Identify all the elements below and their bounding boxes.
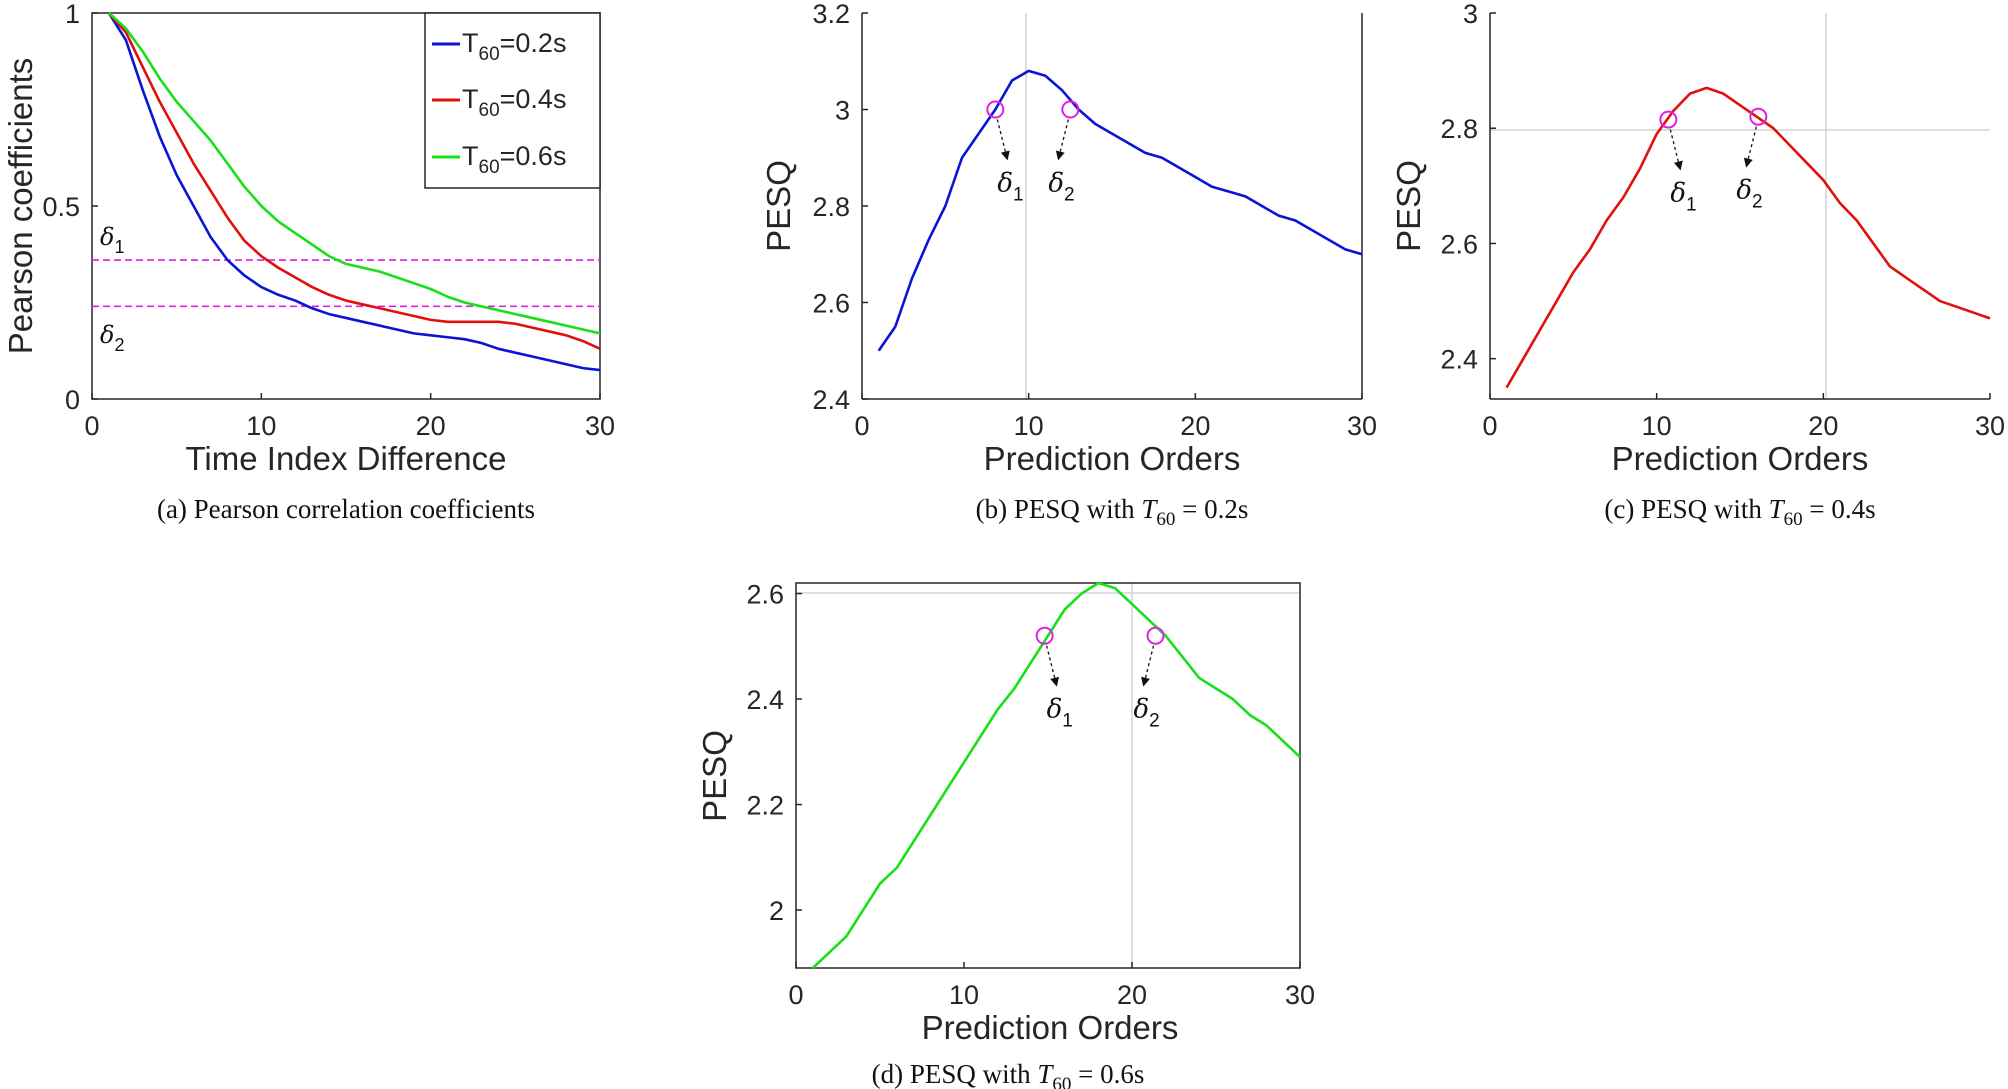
x-tick-label: 30 — [1975, 411, 2005, 441]
panel-a-y-ticks: 00.51 — [42, 0, 98, 415]
y-tick-label: 2.2 — [746, 791, 784, 821]
x-tick-label: 10 — [1642, 411, 1672, 441]
y-tick-label: 2.8 — [1440, 114, 1478, 144]
series-line-0 — [811, 581, 1301, 969]
y-tick-label: 0 — [65, 385, 80, 415]
marker-arrow-delta2 — [1055, 119, 1069, 161]
x-tick-label: 10 — [949, 980, 979, 1010]
legend: T60=0.2s T60=0.4s T60=0.6s — [424, 12, 601, 189]
series-line-1 — [107, 12, 601, 351]
legend-label-0: T60=0.2s — [462, 28, 566, 65]
marker-circle-delta2 — [1146, 626, 1165, 645]
delta1-label: δ1 — [100, 223, 124, 257]
panel-d: δ1 δ2 0 10 20 30 2 2.2 2.4 2.6 Prediction Order… — [696, 580, 1315, 1089]
panel-c: δ1 δ2 0 10 20 30 2.4 2.6 2.8 3 Prediction Order… — [1390, 0, 2005, 530]
marker-label-delta1: δ1 — [1670, 179, 1696, 216]
panel-d-ylabel: PESQ — [696, 730, 733, 822]
panel-c-x-ticks: 0 10 20 30 — [1482, 393, 2005, 441]
panel-a-series-lines — [107, 12, 601, 372]
panel-d-markers: δ1 δ2 — [1035, 626, 1165, 732]
marker-label-delta2: δ2 — [1134, 695, 1160, 732]
y-tick-label: 2.4 — [1440, 345, 1478, 375]
series-line-2 — [108, 12, 601, 335]
y-tick-label: 2.6 — [812, 289, 850, 319]
panel-a: 0 10 20 30 00.51 T60=0.2s T60=0.4s T60=0.6s… — [2, 0, 615, 524]
panel-b-xlabel: Prediction Orders — [984, 440, 1241, 477]
panel-b-caption: (b) PESQ with T60 = 0.2s — [976, 494, 1249, 530]
panel-b-x-ticks: 0 10 20 30 — [854, 393, 1377, 441]
panel-c-series-lines — [1505, 86, 1991, 389]
marker-arrow-delta1 — [1669, 129, 1683, 171]
panel-b-ylabel: PESQ — [760, 160, 797, 252]
y-tick-label: 2.6 — [1440, 229, 1478, 259]
legend-label-1: T60=0.4s — [462, 84, 566, 121]
y-tick-label: 2.4 — [746, 685, 784, 715]
y-tick-label: 1 — [65, 0, 80, 29]
x-tick-label: 0 — [788, 980, 803, 1010]
marker-arrow-delta1 — [996, 119, 1010, 161]
x-tick-label: 30 — [1285, 980, 1315, 1010]
marker-label-delta1: δ1 — [997, 169, 1023, 206]
panel-c-markers: δ1 δ2 — [1659, 107, 1768, 216]
panel-c-ylabel: PESQ — [1390, 160, 1427, 252]
panel-b-y-ticks: 2.4 2.6 2.8 3 3.2 — [812, 0, 868, 415]
y-tick-label: 3.2 — [812, 0, 850, 29]
marker-label-delta1: δ1 — [1047, 695, 1073, 732]
y-tick-label: 2.8 — [812, 192, 850, 222]
panel-d-caption: (d) PESQ with T60 = 0.6s — [872, 1059, 1145, 1089]
x-tick-label: 0 — [1482, 411, 1497, 441]
series-line-0 — [1505, 86, 1991, 389]
marker-label-delta2: δ2 — [1048, 169, 1074, 206]
delta2-label: δ2 — [100, 321, 124, 355]
y-tick-label: 3 — [1463, 0, 1478, 29]
y-tick-label: 3 — [835, 96, 850, 126]
y-tick-label: 2 — [769, 896, 784, 926]
series-line-0 — [107, 12, 601, 372]
x-tick-label: 30 — [1347, 411, 1377, 441]
panel-a-caption: (a) Pearson correlation coefficients — [157, 494, 535, 524]
marker-circle-delta1 — [986, 100, 1005, 119]
marker-arrow-delta2 — [1141, 645, 1155, 687]
x-tick-label: 20 — [1808, 411, 1838, 441]
x-tick-label: 20 — [1180, 411, 1210, 441]
marker-arrow-delta1 — [1046, 645, 1060, 687]
x-tick-label: 10 — [246, 411, 276, 441]
panel-a-xlabel: Time Index Difference — [186, 440, 507, 477]
x-tick-label: 20 — [1117, 980, 1147, 1010]
panel-a-x-ticks: 0 10 20 30 — [84, 393, 615, 441]
panel-c-caption: (c) PESQ with T60 = 0.4s — [1604, 494, 1875, 530]
panel-b-series-lines — [877, 69, 1363, 352]
x-tick-label: 10 — [1014, 411, 1044, 441]
panel-b-markers: δ1 δ2 — [986, 100, 1080, 206]
legend-label-2: T60=0.6s — [462, 141, 566, 178]
x-tick-label: 20 — [416, 411, 446, 441]
marker-arrow-delta2 — [1743, 126, 1757, 168]
x-tick-label: 30 — [585, 411, 615, 441]
panel-a-reference-lines — [92, 259, 600, 308]
y-tick-label: 2.4 — [812, 385, 850, 415]
panel-c-xlabel: Prediction Orders — [1612, 440, 1869, 477]
x-tick-label: 0 — [854, 411, 869, 441]
series-line-0 — [877, 69, 1363, 352]
panel-b: δ1 δ2 0 10 20 30 2.4 2.6 2.8 3 3.2 Prediction Or… — [760, 0, 1377, 530]
marker-circle-delta1 — [1035, 626, 1054, 645]
panel-d-plot-frame — [795, 582, 1301, 969]
marker-circle-delta2 — [1061, 100, 1080, 119]
marker-circle-delta1 — [1659, 110, 1678, 129]
marker-circle-delta2 — [1749, 107, 1768, 126]
x-tick-label: 0 — [84, 411, 99, 441]
panel-c-y-ticks: 2.4 2.6 2.8 3 — [1440, 0, 1496, 375]
marker-label-delta2: δ2 — [1736, 176, 1762, 213]
panel-d-y-ticks: 2 2.2 2.4 2.6 — [746, 580, 802, 926]
panel-d-series-lines — [811, 581, 1301, 969]
panel-d-xlabel: Prediction Orders — [922, 1009, 1179, 1046]
y-tick-label: 0.5 — [42, 192, 80, 222]
y-tick-label: 2.6 — [746, 580, 784, 610]
panel-a-ylabel: Pearson coefficients — [2, 58, 39, 355]
panel-d-x-ticks: 0 10 20 30 — [788, 962, 1315, 1010]
